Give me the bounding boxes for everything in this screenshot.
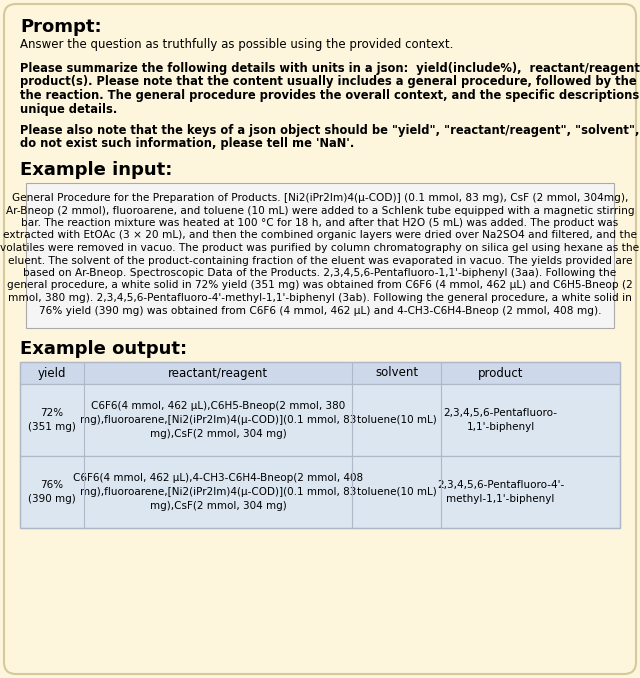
Text: 2,3,4,5,6-Pentafluoro-4'-
methyl-1,1'-biphenyl: 2,3,4,5,6-Pentafluoro-4'- methyl-1,1'-bi… [437, 480, 564, 504]
Text: general procedure, a white solid in 72% yield (351 mg) was obtained from C6F6 (4: general procedure, a white solid in 72% … [7, 281, 633, 290]
Text: Answer the question as truthfully as possible using the provided context.: Answer the question as truthfully as pos… [20, 38, 453, 51]
Bar [20, 384, 620, 456]
Text: product: product [478, 367, 524, 380]
Text: Please summarize the following details with units in a json:  yield(include%),  : Please summarize the following details w… [20, 62, 640, 75]
Bar [20, 362, 620, 528]
Text: C6F6(4 mmol, 462 μL),4-CH3-C6H4-Bneop(2 mmol, 408
mg),fluoroarene,[Ni2(iPr2Im)4(: C6F6(4 mmol, 462 μL),4-CH3-C6H4-Bneop(2 … [73, 473, 364, 511]
Text: 72%
(351 mg): 72% (351 mg) [28, 408, 76, 432]
Text: bar. The reaction mixture was heated at 100 °C for 18 h, and after that H2O (5 m: bar. The reaction mixture was heated at … [21, 218, 619, 228]
Text: the reaction. The general procedure provides the overall context, and the specif: the reaction. The general procedure prov… [20, 89, 640, 102]
Text: extracted with EtOAc (3 × 20 mL), and then the combined organic layers were drie: extracted with EtOAc (3 × 20 mL), and th… [3, 231, 637, 241]
Text: General Procedure for the Preparation of Products. [Ni2(iPr2Im)4(μ-COD)] (0.1 mm: General Procedure for the Preparation of… [12, 193, 628, 203]
Text: Please also note that the keys of a json object should be "yield", "reactant/rea: Please also note that the keys of a json… [20, 124, 640, 137]
Text: Example input:: Example input: [20, 161, 172, 179]
Text: toluene(10 mL): toluene(10 mL) [357, 487, 436, 497]
Text: 2,3,4,5,6-Pentafluoro-
1,1'-biphenyl: 2,3,4,5,6-Pentafluoro- 1,1'-biphenyl [444, 408, 557, 432]
Text: yield: yield [38, 367, 67, 380]
Text: 76%
(390 mg): 76% (390 mg) [28, 480, 76, 504]
Bar [20, 456, 620, 528]
Bar [26, 183, 614, 328]
Text: C6F6(4 mmol, 462 μL),C6H5-Bneop(2 mmol, 380
mg),fluoroarene,[Ni2(iPr2Im)4(μ-COD): C6F6(4 mmol, 462 μL),C6H5-Bneop(2 mmol, … [80, 401, 356, 439]
Text: product(s). Please note that the content usually includes a general procedure, f: product(s). Please note that the content… [20, 75, 640, 89]
Text: mmol, 380 mg). 2,3,4,5,6-Pentafluoro-4'-methyl-1,1'-biphenyl (3ab). Following th: mmol, 380 mg). 2,3,4,5,6-Pentafluoro-4'-… [8, 293, 632, 303]
Text: unique details.: unique details. [20, 102, 117, 115]
Text: reactant/reagent: reactant/reagent [168, 367, 268, 380]
Text: toluene(10 mL): toluene(10 mL) [357, 415, 436, 425]
Text: Example output:: Example output: [20, 340, 187, 358]
Text: volatiles were removed in vacuo. The product was purified by column chromatograp: volatiles were removed in vacuo. The pro… [1, 243, 639, 253]
Bar [20, 362, 620, 384]
Text: Ar-Bneop (2 mmol), fluoroarene, and toluene (10 mL) were added to a Schlenk tube: Ar-Bneop (2 mmol), fluoroarene, and tolu… [6, 205, 634, 216]
Text: solvent: solvent [375, 367, 419, 380]
FancyBboxPatch shape [4, 4, 636, 674]
Text: do not exist such information, please tell me 'NaN'.: do not exist such information, please te… [20, 138, 355, 151]
Text: Prompt:: Prompt: [20, 18, 102, 36]
Text: eluent. The solvent of the product-containing fraction of the eluent was evapora: eluent. The solvent of the product-conta… [8, 256, 632, 266]
Text: based on Ar-Bneop. Spectroscopic Data of the Products. 2,3,4,5,6-Pentafluoro-1,1: based on Ar-Bneop. Spectroscopic Data of… [24, 268, 616, 278]
Text: 76% yield (390 mg) was obtained from C6F6 (4 mmol, 462 μL) and 4-CH3-C6H4-Bneop : 76% yield (390 mg) was obtained from C6F… [39, 306, 601, 315]
